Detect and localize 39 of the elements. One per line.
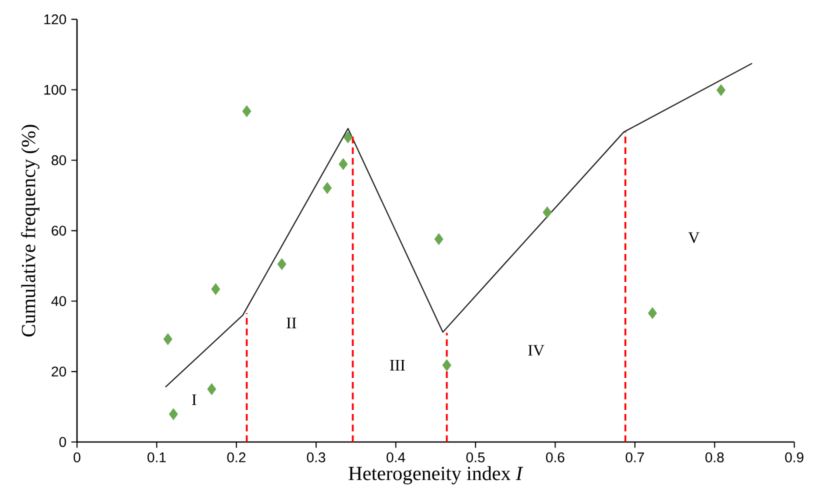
x-tick-label: 0.7 xyxy=(626,452,644,462)
point xyxy=(242,105,252,118)
point xyxy=(322,182,332,194)
y-tick-label: 100 xyxy=(44,84,66,95)
annotation: III xyxy=(390,360,405,370)
y-tick-label: 80 xyxy=(52,155,66,166)
point xyxy=(168,408,178,420)
point xyxy=(648,307,657,319)
point xyxy=(207,383,216,396)
x-tick-label: 0.9 xyxy=(785,452,804,462)
point xyxy=(344,131,352,144)
x-tick-label: 0.2 xyxy=(227,452,246,462)
point xyxy=(434,233,444,245)
point xyxy=(716,84,726,96)
annotation: IV xyxy=(528,345,544,356)
annotation: II xyxy=(286,318,296,328)
y-tick-label: 120 xyxy=(44,14,66,24)
line-series xyxy=(164,62,753,388)
x-tick-label: 0.8 xyxy=(705,452,724,462)
y-tick-label: 40 xyxy=(51,296,66,306)
x-tick-label: 0.4 xyxy=(386,452,406,462)
y-tick-label: 0 xyxy=(59,437,66,447)
x-tick-label: 0.1 xyxy=(148,452,166,462)
point xyxy=(163,333,172,346)
x-tick-label: 0 xyxy=(74,452,80,462)
point xyxy=(542,206,552,218)
y-tick-label: 60 xyxy=(52,226,66,236)
point xyxy=(211,283,220,296)
x-tick-label: 0.5 xyxy=(466,452,485,462)
annotation: V xyxy=(688,232,700,244)
point xyxy=(277,258,286,270)
annotation: I xyxy=(192,394,196,405)
point xyxy=(338,158,348,170)
x-axis-title: Heterogeneity index I xyxy=(348,466,524,484)
x-tick-label: 0.3 xyxy=(306,452,326,462)
y-axis-title: Cumulative frequency (%) xyxy=(21,124,40,336)
y-tick-label: 20 xyxy=(52,366,66,377)
x-tick-label: 0.6 xyxy=(546,452,564,462)
point xyxy=(442,359,452,372)
